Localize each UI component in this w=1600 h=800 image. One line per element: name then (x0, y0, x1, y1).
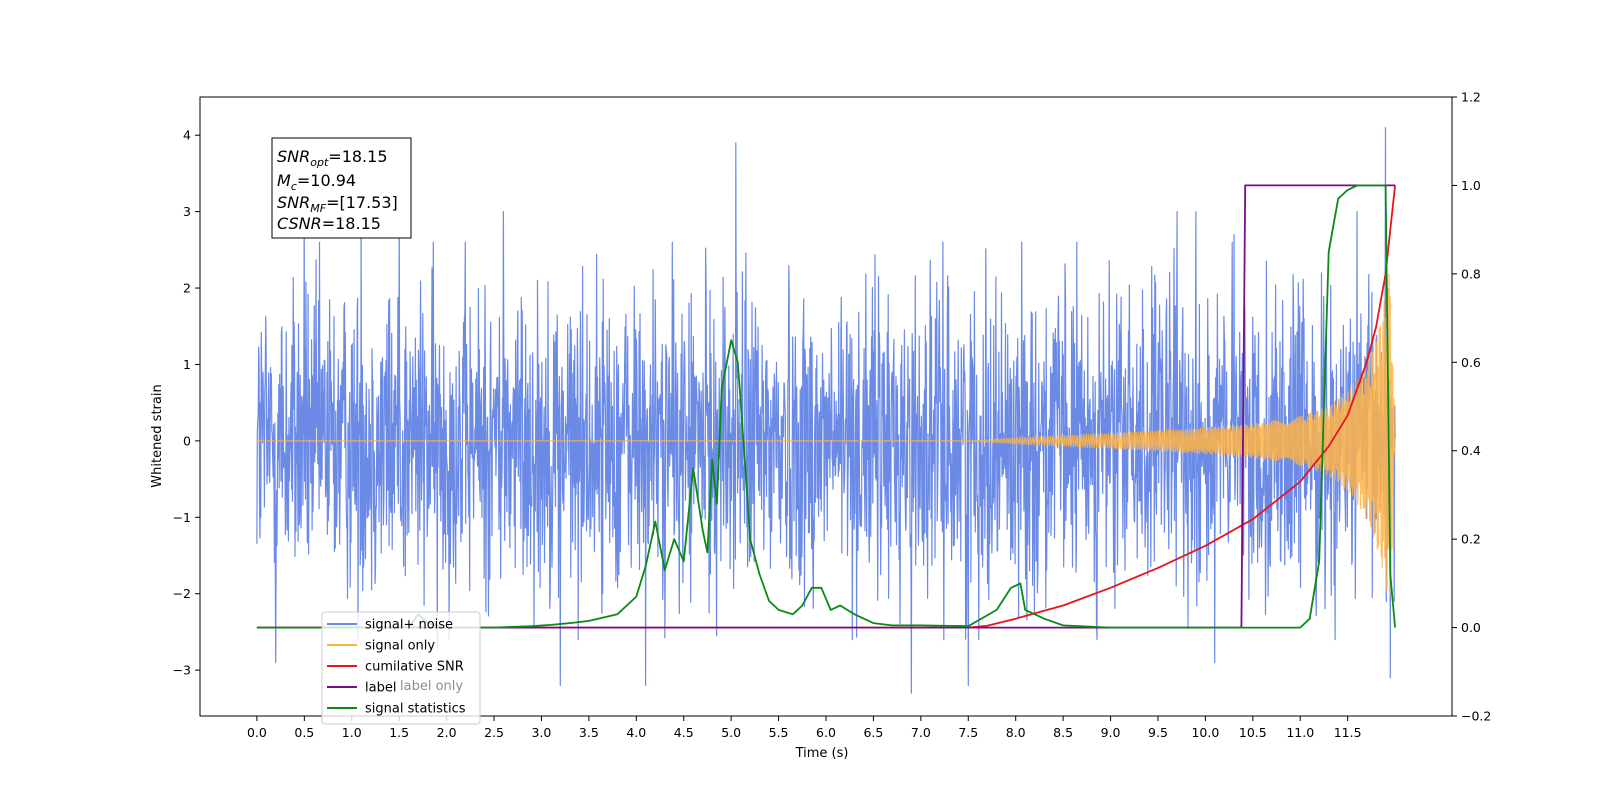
x-tick-label: 3.5 (579, 725, 599, 740)
y-tick-label: 1 (183, 357, 191, 372)
y-axis-label: Whitened strain (150, 384, 165, 487)
y2-tick-label: 0.2 (1461, 532, 1481, 547)
annotation-snr-opt: SNRopt=18.15 (277, 147, 388, 169)
x-tick-label: 0.5 (294, 725, 314, 740)
x-tick-label: 8.0 (1006, 725, 1026, 740)
y2-tick-label: 1.2 (1461, 90, 1481, 105)
series-line-signal-noise (256, 127, 1396, 694)
legend-label: cumilative SNR (365, 660, 464, 675)
y-tick-label: −1 (173, 510, 191, 525)
x-tick-label: 5.0 (721, 725, 741, 740)
y2-tick-label: 1.0 (1461, 178, 1481, 193)
series-line-label (256, 184, 1396, 629)
series-layer (256, 127, 1396, 694)
x-tick-label: 4.5 (674, 725, 694, 740)
x-tick-label: 10.5 (1239, 725, 1267, 740)
x-tick-label: 3.0 (532, 725, 552, 740)
legend-hidden-label: label only (400, 679, 463, 694)
snr-annotation-box: SNRopt=18.15 Mc=10.94 SNRMF=[17.53] CSNR… (271, 137, 412, 239)
x-tick-label: 11.5 (1334, 725, 1362, 740)
y-tick-label: 0 (183, 433, 191, 448)
y-tick-label: −2 (173, 586, 191, 601)
series-line-cumilative-snr (256, 185, 1396, 629)
x-tick-label: 7.0 (911, 725, 931, 740)
legend: signal+ noise signal only cumilative SNR la… (321, 611, 481, 725)
x-tick-label: 6.0 (816, 725, 836, 740)
x-tick-label: 0.0 (247, 725, 267, 740)
legend-label: signal statistics (365, 702, 466, 717)
y2-tick-label: 0.8 (1461, 266, 1481, 281)
annotation-snr-mf: SNRMF=[17.53] (277, 193, 398, 215)
annotation-csnr: CSNR=18.15 (277, 214, 381, 233)
x-axis: 0.0 0.5 1.0 1.5 2.0 2.5 3.0 3.5 4.0 4.5 5.0 5.5 6.0 6… (247, 716, 1362, 740)
x-tick-label: 11.0 (1286, 725, 1314, 740)
x-axis-label: Time (s) (795, 746, 849, 761)
x-tick-label: 1.5 (389, 725, 409, 740)
y-tick-label: 2 (183, 281, 191, 296)
y2-tick-label: 0.4 (1461, 443, 1481, 458)
legend-label: label (365, 681, 396, 696)
x-tick-label: 6.5 (863, 725, 883, 740)
x-tick-label: 5.5 (769, 725, 789, 740)
y2-tick-label: 0.0 (1461, 620, 1481, 635)
x-tick-label: 2.0 (437, 725, 457, 740)
y2-tick-label: −0.2 (1461, 709, 1491, 724)
legend-label: signal only (365, 639, 435, 654)
legend-label: signal+ noise (365, 618, 453, 633)
y-tick-label: −3 (173, 663, 191, 678)
annotation-frame (271, 137, 412, 239)
x-tick-label: 2.5 (484, 725, 504, 740)
x-tick-label: 10.0 (1191, 725, 1219, 740)
annotation-mc: Mc=10.94 (277, 171, 356, 193)
x-tick-label: 8.5 (1053, 725, 1073, 740)
y-axis-left: −3 −2 −1 0 1 2 3 4 (173, 128, 200, 678)
legend-frame (321, 611, 481, 725)
series-line-signal-only (256, 273, 1396, 595)
y-tick-label: 3 (183, 204, 191, 219)
y-tick-label: 4 (183, 128, 191, 143)
x-tick-label: 1.0 (342, 725, 362, 740)
x-tick-label: 4.0 (626, 725, 646, 740)
y-axis-right: −0.2 0.0 0.2 0.4 0.6 0.8 1.0 1.2 (1452, 90, 1491, 724)
y2-tick-label: 0.6 (1461, 355, 1481, 370)
x-tick-label: 7.5 (958, 725, 978, 740)
x-tick-label: 9.5 (1148, 725, 1168, 740)
x-tick-label: 9.0 (1101, 725, 1121, 740)
series-line-signal-statistics (256, 184, 1396, 629)
